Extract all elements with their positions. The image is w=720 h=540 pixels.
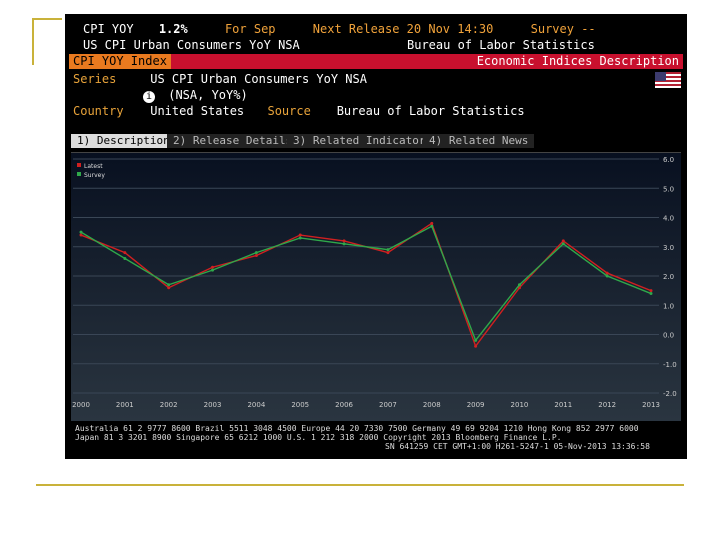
footer-line-2: Japan 81 3 3201 8900 Singapore 65 6212 1…: [75, 433, 562, 442]
x-tick-label: 2010: [511, 401, 529, 409]
data-point-latest: [561, 239, 565, 243]
source-value: Bureau of Labor Statistics: [336, 104, 525, 118]
tab-bar: 1) Description 2) Release Details 3) Rel…: [71, 134, 677, 148]
data-point-latest: [79, 233, 83, 237]
x-tick-label: 2001: [116, 401, 134, 409]
next-release: Next Release 20 Nov 14:30: [312, 22, 494, 36]
data-point-latest: [430, 221, 434, 225]
data-point-survey: [430, 224, 434, 228]
cpi-chart: 6.0 5.0 4.0 3.0 2.0 1.0 0.0 -1.0 -2.0 2000 2001 200…: [71, 152, 681, 421]
series-value: US CPI Urban Consumers YoY NSA: [150, 72, 367, 86]
data-point-survey: [123, 256, 127, 260]
series-name: US CPI Urban Consumers YoY NSA: [83, 38, 300, 52]
decor-vertical-line: [32, 18, 34, 65]
y-tick-label: -2.0: [663, 390, 677, 398]
period-label: For Sep: [224, 22, 276, 36]
legend-swatch: [77, 163, 81, 167]
data-point-latest: [605, 271, 609, 275]
tab-related-indicators[interactable]: 3) Related Indicators: [287, 134, 439, 148]
source-label: Source: [267, 104, 311, 118]
x-tick-label: 2006: [335, 401, 353, 409]
x-tick-label: 2000: [72, 401, 90, 409]
info-value: (NSA, YoY%): [168, 88, 248, 102]
footer-line-1: Australia 61 2 9777 8600 Brazil 5511 304…: [75, 424, 639, 433]
index-bar: CPI YOY Index Economic Indices Descripti…: [69, 54, 683, 69]
data-point-survey: [298, 236, 302, 240]
index-label[interactable]: CPI YOY Index: [69, 54, 171, 69]
x-tick-label: 2007: [379, 401, 397, 409]
country-row: Country United States Source Bureau of L…: [73, 104, 525, 118]
x-tick-label: 2012: [598, 401, 616, 409]
data-point-latest: [123, 251, 127, 255]
tab-release-details[interactable]: 2) Release Details: [167, 134, 299, 148]
bloomberg-terminal-screen: CPI YOY 1.2% For Sep Next Release 20 Nov…: [65, 14, 687, 459]
y-tick-label: 0.0: [663, 332, 674, 340]
legend-swatch: [77, 172, 81, 176]
source-top: Bureau of Labor Statistics: [407, 38, 595, 52]
ticker: CPI YOY: [83, 22, 134, 36]
data-point-survey: [561, 242, 565, 246]
x-tick-label: 2003: [204, 401, 222, 409]
x-tick-label: 2013: [642, 401, 660, 409]
current-value: 1.2%: [158, 22, 188, 36]
data-point-latest: [211, 265, 215, 269]
data-point-latest: [298, 233, 302, 237]
y-tick-label: 1.0: [663, 302, 674, 310]
us-flag-icon: [655, 72, 681, 88]
y-tick-label: 4.0: [663, 215, 674, 223]
decor-bottom-line: [36, 484, 684, 486]
header-row-2-right: Bureau of Labor Statistics: [407, 38, 595, 52]
chart-svg: 6.0 5.0 4.0 3.0 2.0 1.0 0.0 -1.0 -2.0 2000 2001 200…: [72, 156, 677, 409]
info-row: i (NSA, YoY%): [143, 88, 248, 103]
data-point-latest: [254, 254, 258, 258]
series-line-latest: [80, 222, 652, 348]
country-label: Country: [73, 104, 124, 118]
data-point-latest: [342, 239, 346, 243]
series-line-survey: [80, 225, 652, 342]
country-value: United States: [150, 104, 245, 118]
data-point-latest: [474, 344, 478, 348]
data-point-survey: [342, 242, 346, 246]
y-tick-label: 5.0: [663, 185, 674, 193]
data-point-survey: [167, 283, 171, 287]
data-point-survey: [79, 230, 83, 234]
tab-description[interactable]: 1) Description: [71, 134, 176, 148]
data-point-latest: [167, 286, 171, 290]
y-tick-label: 6.0: [663, 156, 674, 164]
series-label: Series: [73, 72, 117, 86]
y-tick-label: -1.0: [663, 361, 677, 369]
y-tick-label: 3.0: [663, 244, 674, 252]
header-row-2: US CPI Urban Consumers YoY NSA: [83, 38, 300, 52]
decor-horizontal-line: [32, 18, 62, 20]
data-point-latest: [649, 289, 653, 293]
series-row: Series US CPI Urban Consumers YoY NSA: [73, 72, 367, 86]
data-point-survey: [649, 292, 653, 296]
data-point-latest: [386, 251, 390, 255]
y-tick-label: 2.0: [663, 273, 674, 281]
description-label[interactable]: Economic Indices Description: [476, 54, 679, 68]
x-tick-label: 2002: [160, 401, 178, 409]
data-point-survey: [474, 338, 478, 342]
info-icon[interactable]: i: [143, 91, 155, 103]
header-row-1: CPI YOY 1.2% For Sep Next Release 20 Nov…: [83, 22, 596, 36]
survey-label: Survey --: [530, 22, 596, 36]
data-point-survey: [386, 248, 390, 252]
x-tick-label: 2004: [247, 401, 265, 409]
x-tick-label: 2009: [467, 401, 485, 409]
x-tick-label: 2008: [423, 401, 441, 409]
data-point-latest: [517, 286, 521, 290]
data-point-survey: [211, 268, 215, 272]
data-point-survey: [517, 283, 521, 287]
footer-line-3: SN 641259 CET GMT+1:00 H261-5247-1 05-No…: [385, 442, 650, 451]
legend-label: Survey: [84, 172, 105, 179]
x-tick-label: 2011: [554, 401, 572, 409]
legend-label: Latest: [84, 163, 103, 170]
data-point-survey: [605, 274, 609, 278]
tab-related-news[interactable]: 4) Related News: [423, 134, 535, 148]
data-point-survey: [254, 251, 258, 255]
x-tick-label: 2005: [291, 401, 309, 409]
